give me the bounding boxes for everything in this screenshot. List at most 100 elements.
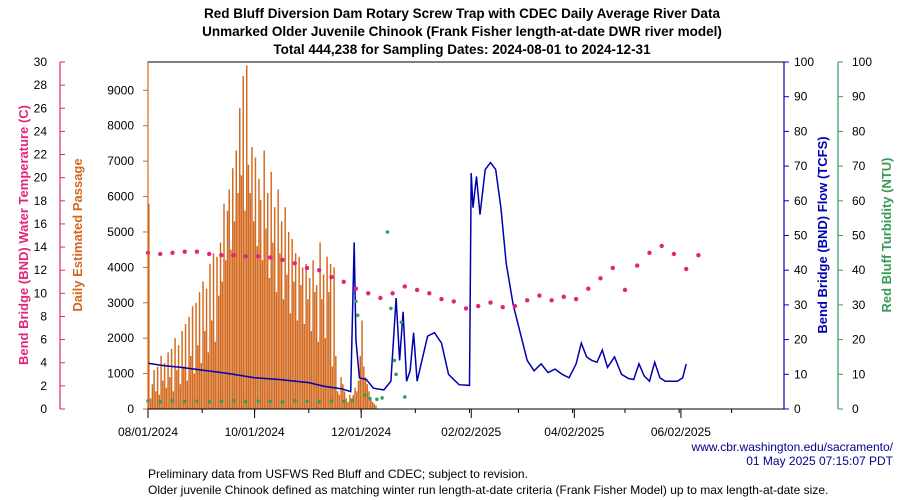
passage-bar — [230, 249, 232, 409]
flow-tick-label: 60 — [794, 194, 808, 208]
passage-bar — [160, 355, 162, 409]
passage-bar — [259, 200, 262, 409]
passage-bar — [212, 253, 215, 409]
passage-bar — [188, 316, 190, 409]
passage-bar — [335, 355, 337, 409]
temperature-tick-label: 10 — [34, 286, 48, 300]
passage-bar — [214, 341, 217, 409]
flow-line-layer — [147, 161, 687, 393]
passage-bar — [336, 391, 339, 409]
turbidity-tick-label: 0 — [852, 402, 859, 416]
turbidity-tick-label: 100 — [852, 55, 872, 69]
turbidity-point — [354, 299, 358, 304]
turbidity-point — [399, 320, 404, 325]
footer-timestamp: 01 May 2025 07:15:07 PDT — [746, 454, 893, 468]
passage-bar — [219, 242, 222, 409]
passage-bar — [319, 242, 321, 409]
turbidity-point — [341, 399, 346, 404]
flow-tick-label: 30 — [794, 298, 808, 312]
passage-bar — [314, 292, 316, 409]
temperature-point — [463, 306, 469, 311]
passage-bar — [165, 387, 168, 409]
passage-tick-label: 1000 — [107, 367, 134, 381]
turbidity-point — [317, 399, 322, 404]
footer-note-2: Older juvenile Chinook defined as matchi… — [148, 483, 828, 497]
temperature-point — [170, 250, 175, 255]
flow-tick-label: 70 — [794, 159, 808, 173]
passage-bar — [326, 256, 328, 409]
passage-bar — [364, 377, 367, 409]
passage-tick-label: 4000 — [107, 260, 134, 274]
temperature-point — [231, 253, 236, 258]
passage-bar — [287, 231, 290, 409]
turbidity-point — [256, 399, 260, 403]
passage-bar — [209, 263, 211, 409]
temperature-tick-label: 14 — [34, 240, 48, 254]
temperature-point — [671, 251, 677, 257]
passage-bar — [273, 207, 276, 409]
passage-bar — [223, 203, 225, 409]
passage-bar — [151, 384, 154, 409]
passage-bar — [256, 246, 258, 409]
passage-bar — [233, 221, 236, 409]
turbidity-axis-label: Red Bluff Turbidity (NTU) — [879, 157, 894, 312]
temperature-point — [390, 291, 395, 296]
passage-bar — [279, 253, 281, 409]
passage-bar — [345, 398, 348, 409]
temperature-point — [610, 265, 615, 271]
temperature-point — [402, 284, 407, 289]
passage-bar — [349, 394, 351, 409]
passage-bar — [167, 352, 169, 409]
temperature-tick-label: 30 — [34, 55, 48, 69]
passage-bar — [277, 189, 279, 409]
passage-bar — [321, 299, 323, 409]
passage-bar — [207, 352, 210, 409]
passage-bar — [148, 203, 150, 409]
passage-bar — [296, 320, 299, 409]
passage-bar — [155, 391, 157, 409]
flow-tick-label: 10 — [794, 367, 808, 381]
passage-bar — [266, 193, 269, 409]
turbidity-point — [280, 400, 285, 404]
passage-bar — [211, 320, 213, 409]
passage-bar — [200, 362, 203, 409]
passage-bar — [289, 313, 292, 409]
passage-bar — [370, 398, 372, 409]
passage-bar — [294, 253, 297, 409]
passage-bar — [298, 256, 300, 409]
passage-bar — [235, 150, 237, 409]
temperature-point — [304, 265, 310, 271]
passage-bar — [284, 207, 286, 409]
temperature-tick-label: 8 — [40, 310, 47, 324]
passage-bar — [282, 299, 285, 409]
flow-axis: 0 10 20 30 40 50 60 70 80 90 100 — [783, 55, 814, 416]
passage-bar — [242, 76, 244, 409]
passage-bar — [183, 366, 185, 409]
passage-bar — [177, 345, 180, 409]
temperature-point — [488, 300, 493, 305]
passage-bar — [225, 260, 227, 409]
flow-tick-label: 100 — [794, 55, 814, 69]
temperature-point — [586, 286, 591, 291]
passage-bar — [237, 193, 239, 409]
passage-bar — [240, 175, 243, 409]
passage-bar — [265, 228, 267, 409]
passage-bar — [375, 405, 377, 409]
turbidity-tick-label: 30 — [852, 298, 866, 312]
x-tick-label: 08/01/2024 — [118, 425, 178, 439]
turbidity-point — [268, 399, 273, 404]
passage-bar — [350, 398, 353, 409]
passage-bar — [198, 292, 201, 409]
passage-bar — [254, 157, 257, 409]
passage-bar — [268, 277, 271, 409]
passage-bar — [193, 373, 196, 409]
passage-tick-label: 6000 — [107, 190, 134, 204]
turbidity-point — [362, 393, 367, 397]
passage-bar — [291, 239, 293, 409]
temperature-point — [207, 251, 212, 257]
turbidity-point — [207, 399, 211, 404]
passage-bar — [275, 292, 278, 409]
temperature-point — [182, 249, 187, 254]
turbidity-point — [170, 398, 175, 403]
